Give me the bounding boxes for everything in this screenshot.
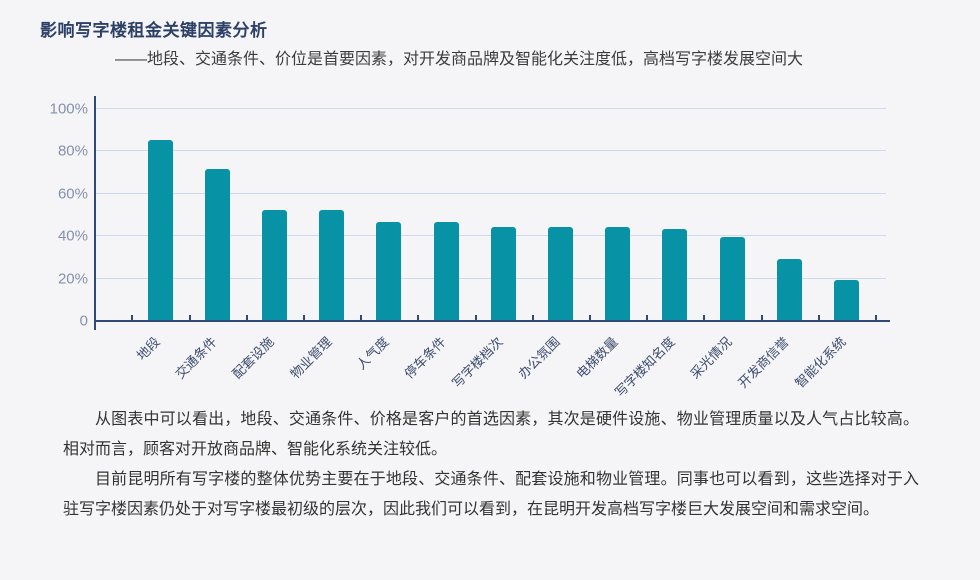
x-axis-tick — [474, 315, 477, 320]
y-axis-tick-label: 40% — [57, 227, 88, 245]
x-axis-category-label: 办公氛围 — [515, 334, 564, 382]
y-axis-tick-label: 100% — [49, 100, 88, 118]
x-axis-category-label: 停车条件 — [401, 334, 449, 382]
y-axis-tick-label: 20% — [57, 270, 88, 288]
bar — [376, 222, 402, 320]
x-axis-tick — [817, 315, 820, 320]
x-axis-category-label: 写字楼档次 — [449, 334, 506, 391]
bar — [433, 222, 459, 320]
analysis-text: 从图表中可以看出，地段、交通条件、价格是客户的首选因素，其次是硬件设施、物业管理… — [63, 405, 919, 525]
x-axis-line — [94, 320, 890, 322]
y-axis-tick-label: 60% — [57, 185, 88, 203]
analysis-paragraph-1: 从图表中可以看出，地段、交通条件、价格是客户的首选因素，其次是硬件设施、物业管理… — [63, 411, 919, 458]
bar — [833, 279, 859, 320]
x-axis-category-label: 交通条件 — [172, 334, 220, 382]
x-axis-tick — [303, 315, 305, 320]
x-axis-tick — [245, 315, 248, 320]
x-axis-category-label: 地段 — [133, 334, 163, 364]
x-axis-tick — [360, 315, 363, 320]
bar — [319, 209, 345, 320]
x-axis-tick — [875, 315, 877, 320]
x-axis-category-label: 智能化系统 — [792, 334, 850, 391]
x-axis-tick — [131, 315, 134, 320]
bar — [204, 169, 230, 320]
bar — [147, 139, 173, 320]
x-axis-tick — [188, 315, 191, 320]
x-axis-tick — [417, 315, 420, 320]
x-axis-category-label: 人气度 — [353, 334, 392, 373]
x-axis-tick — [589, 315, 591, 320]
y-gridline — [96, 192, 886, 194]
bar-chart: 0 20% 40% 60% 80% 100% 地段 交通条件 配套设施 物业管理 人气度 停车条件 写字… — [0, 88, 980, 403]
x-axis-category-label: 电梯数量 — [572, 334, 621, 382]
bar — [776, 258, 802, 320]
x-axis-tick — [703, 315, 706, 320]
x-axis-category-label: 开发商信誉 — [735, 334, 792, 391]
page-title: 影响写字楼租金关键因素分析 — [40, 21, 268, 40]
x-axis-category-label: 配套设施 — [229, 334, 278, 382]
bar — [719, 237, 745, 320]
y-gridline — [96, 150, 886, 152]
y-axis-line — [94, 96, 96, 330]
bar — [490, 226, 516, 320]
y-axis-tick-label: 80% — [57, 142, 88, 160]
x-axis-category-label: 采光情况 — [687, 334, 735, 382]
bar — [605, 226, 631, 320]
bar — [547, 226, 573, 320]
x-axis-category-label: 物业管理 — [286, 334, 335, 382]
page-subtitle: ——地段、交通条件、价位是首要因素，对开发商品牌及智能化关注度低，高档写字楼发展… — [115, 51, 804, 68]
y-axis-tick-label: 0 — [79, 312, 88, 330]
x-axis-tick — [646, 315, 649, 320]
x-axis-category-label: 写字楼知名度 — [611, 334, 678, 400]
x-axis-tick — [531, 315, 534, 320]
analysis-paragraph-2: 目前昆明所有写字楼的整体优势主要在于地段、交通条件、配套设施和物业管理。同事也可… — [63, 471, 919, 518]
x-axis-tick — [760, 315, 763, 320]
y-gridline — [96, 108, 886, 109]
bar — [662, 228, 688, 320]
bar — [261, 209, 287, 320]
